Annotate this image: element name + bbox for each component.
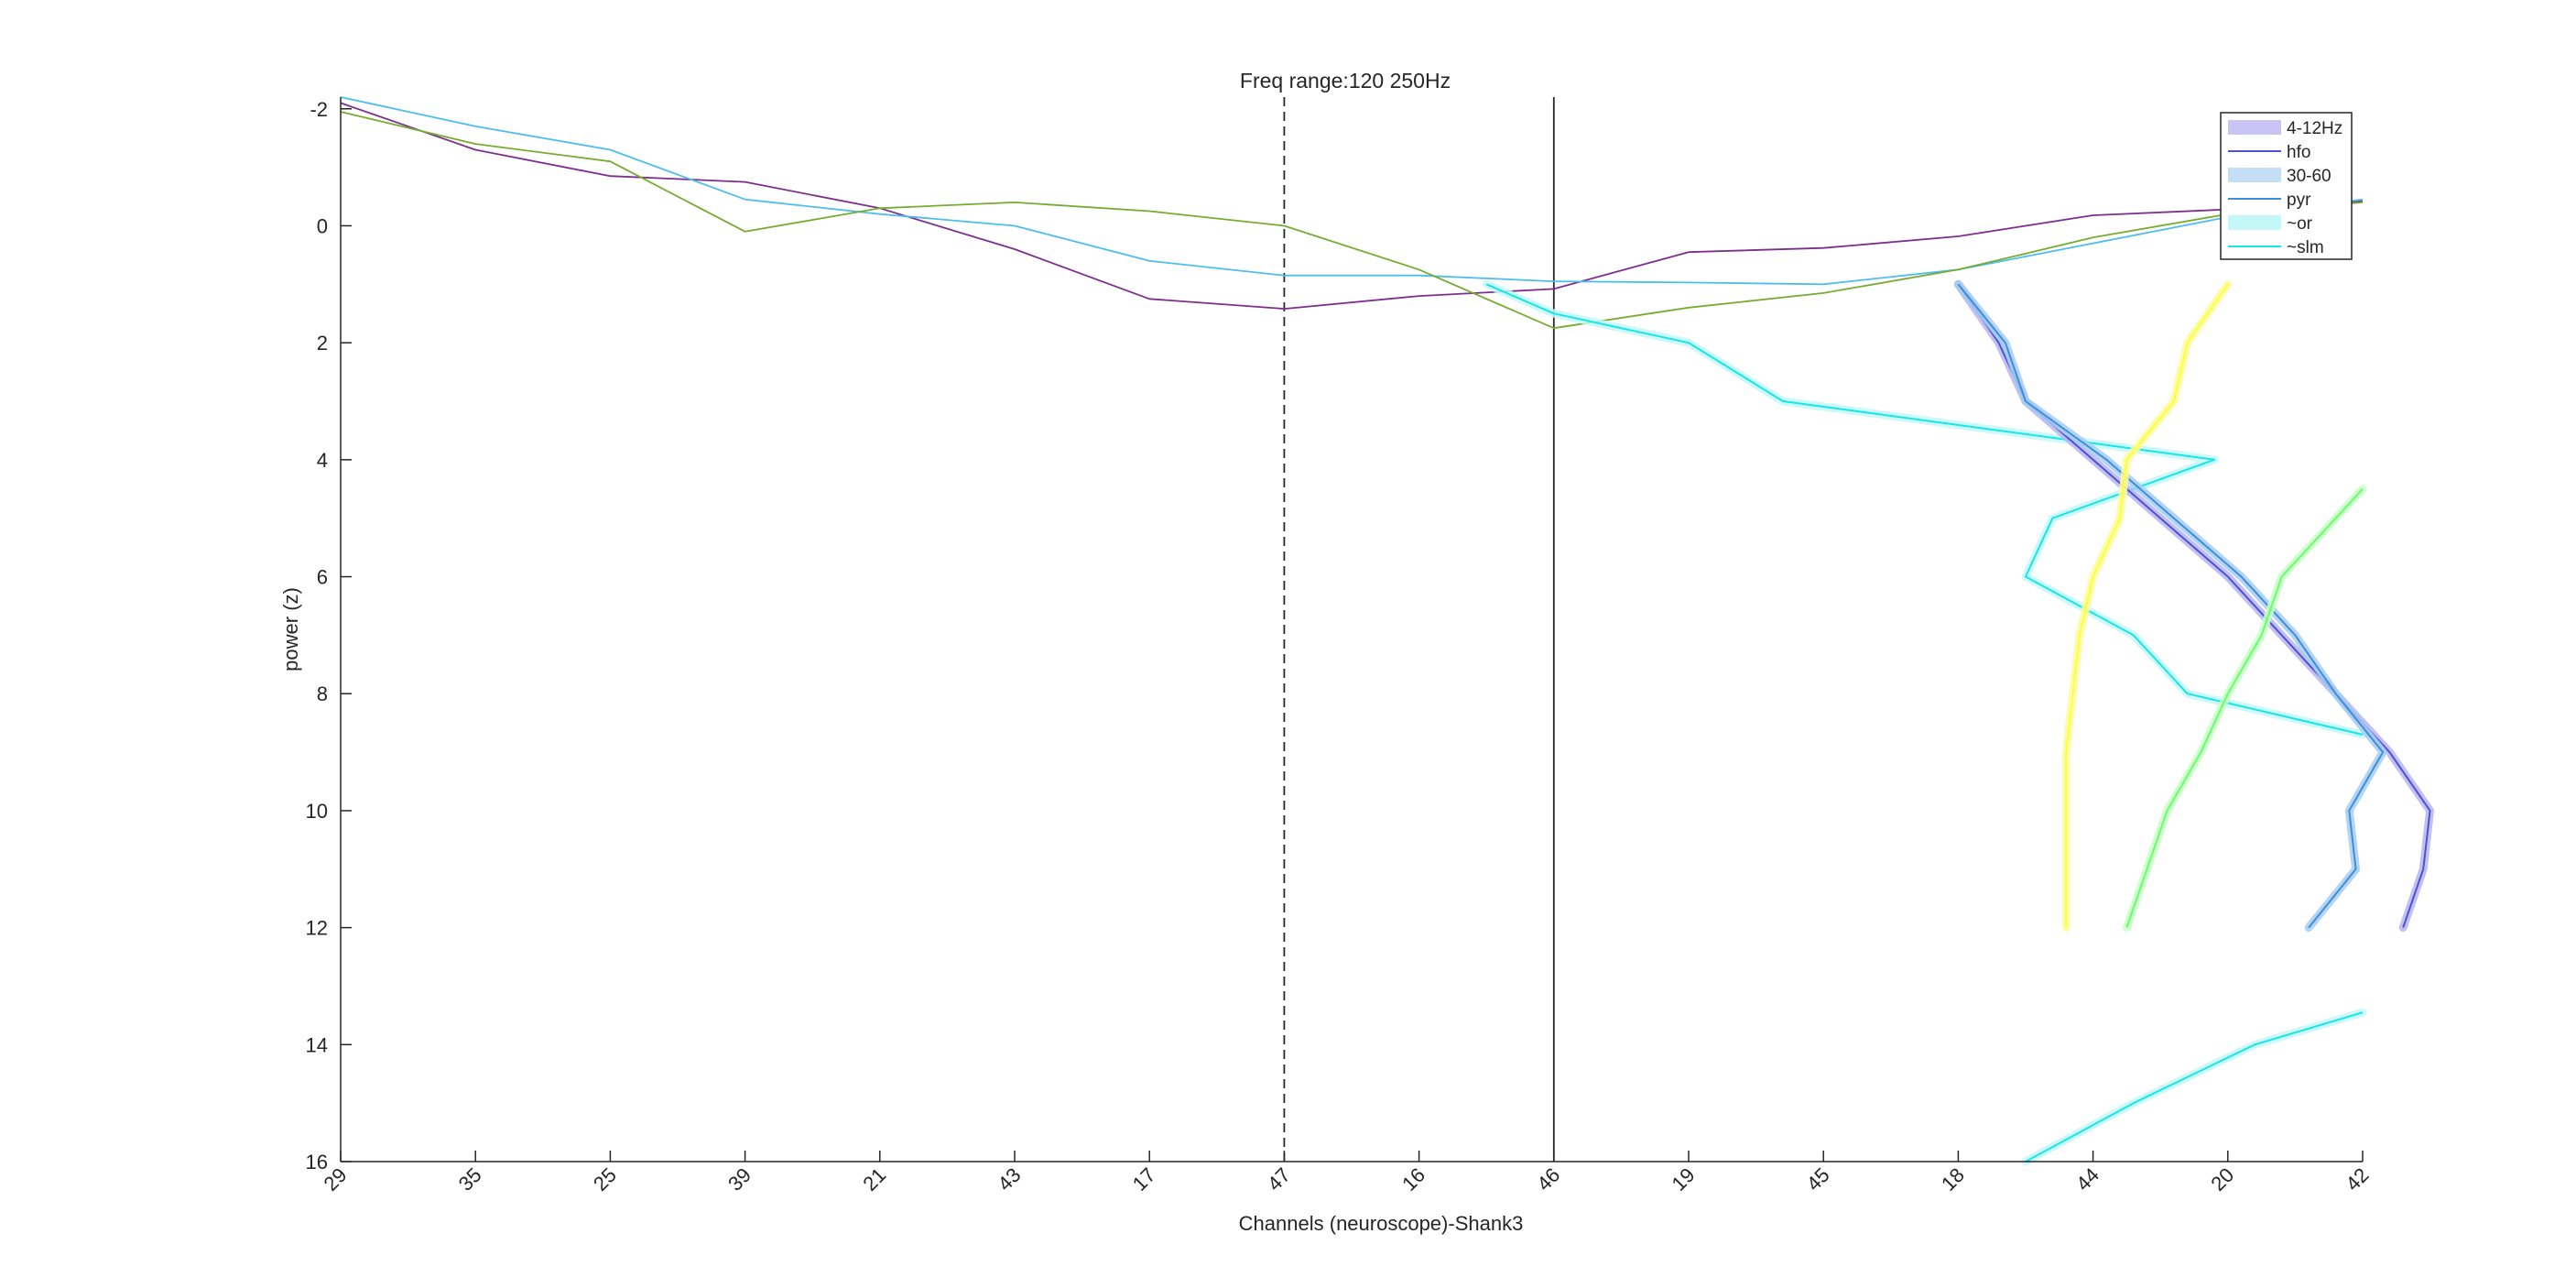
legend-box	[2220, 112, 2353, 260]
y-tick-label: 4	[317, 449, 328, 472]
legend-swatch-patch	[2228, 215, 2281, 230]
y-tick-label: 2	[317, 332, 328, 355]
y-tick-label: 12	[306, 917, 328, 940]
y-axis-label: power (z)	[279, 587, 302, 671]
series-line-3	[340, 111, 2364, 330]
y-tick-label: 8	[317, 682, 328, 705]
y-tick-label: 10	[306, 800, 328, 823]
legend-label: ~or	[2287, 214, 2313, 234]
chart-title: Freq range:120 250Hz	[1240, 69, 1451, 93]
profile-line-6	[2025, 1011, 2364, 1162]
y-tick-label: -2	[310, 98, 328, 121]
profile-line-5	[2125, 488, 2364, 928]
legend-swatch-patch	[2228, 168, 2281, 182]
y-tick-label: 16	[306, 1151, 328, 1173]
legend-label: 4-12Hz	[2287, 119, 2342, 138]
series-line-1	[340, 102, 2364, 311]
y-tick-label: 6	[317, 566, 328, 589]
y-axis-ticks: -2 0 2 4 6 8 10 12 14 16	[306, 98, 352, 1173]
depth-profiles-group	[1482, 279, 2435, 1166]
profile-line-1	[1485, 283, 2364, 736]
y-tick-label: 0	[317, 214, 328, 237]
legend-swatch-patch	[2228, 120, 2281, 135]
legend: 4-12Hz hfo 30-60 pyr ~or ~slm	[2220, 112, 2353, 260]
profile-line-4	[2065, 283, 2229, 928]
reference-lines	[1283, 97, 1555, 1162]
y-tick-label: 14	[306, 1033, 328, 1056]
x-axis-label: Channels (neuroscope)-Shank3	[1239, 1212, 1524, 1235]
legend-label: 30-60	[2287, 167, 2331, 186]
horizontal-series-group	[340, 96, 2364, 330]
legend-label: ~slm	[2287, 238, 2324, 257]
legend-label: hfo	[2287, 143, 2310, 162]
legend-label: pyr	[2287, 191, 2311, 210]
series-line-2	[340, 96, 2364, 286]
